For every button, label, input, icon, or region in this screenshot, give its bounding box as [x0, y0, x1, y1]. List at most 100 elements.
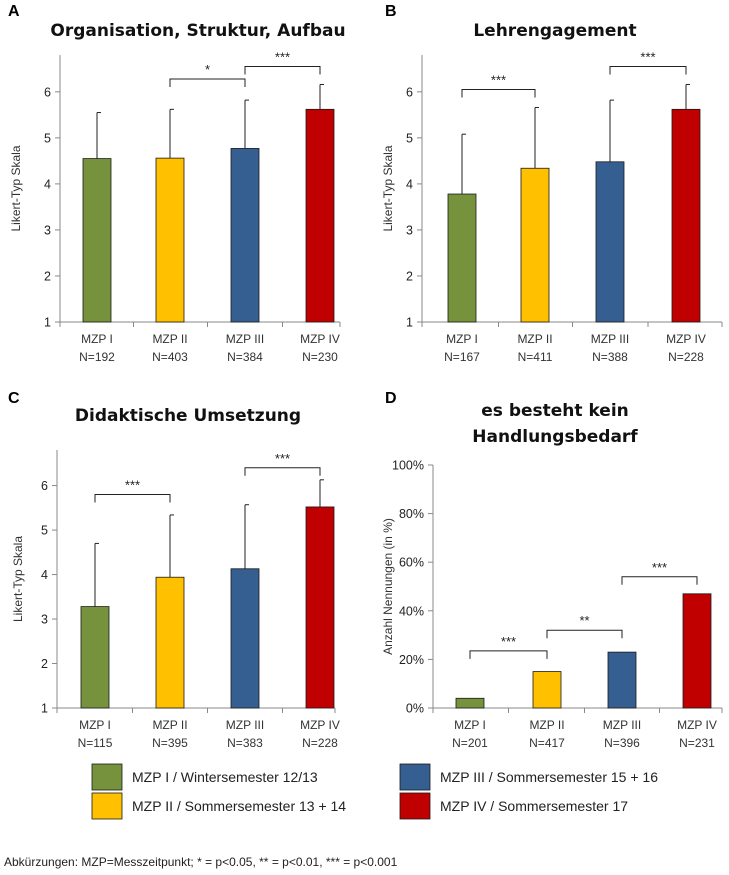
y-tick-label: 1 [44, 316, 51, 330]
bar [595, 161, 625, 323]
category-label: MZP IV [677, 718, 717, 732]
y-tick-label: 3 [44, 223, 51, 237]
n-label: N=231 [679, 736, 715, 750]
bar [155, 157, 185, 323]
bar [82, 158, 112, 323]
significance-bracket [169, 78, 246, 87]
significance-label: *** [125, 477, 140, 492]
category-label: MZP II [517, 332, 552, 346]
y-axis-label: Anzahl Nennungen (in %) [381, 518, 395, 655]
category-label: MZP IV [666, 332, 706, 346]
category-label: MZP IV [300, 718, 340, 732]
y-axis-label: Likert-Typ Skala [9, 145, 23, 231]
n-label: N=403 [152, 350, 188, 364]
category-label: MZP III [591, 332, 629, 346]
y-tick-label: 1 [41, 702, 48, 716]
significance-bracket [244, 66, 321, 75]
significance-bracket [546, 629, 623, 639]
y-tick-label: 5 [406, 131, 413, 145]
n-label: N=192 [79, 350, 115, 364]
y-tick-label: 4 [41, 568, 48, 582]
bar [155, 576, 185, 709]
y-tick-label: 100% [392, 459, 424, 473]
category-label: MZP II [152, 718, 187, 732]
panel-b: B Lehrengagement 1 2 3 4 5 6 Likert-Typ Skala MZP… [381, 3, 723, 364]
panel-letter: C [8, 390, 20, 407]
significance-label: * [205, 62, 210, 77]
chart-title: Lehrengagement [473, 21, 636, 41]
legend: MZP I / Wintersemester 12/13 MZP II / Som… [91, 763, 658, 820]
y-tick-label: 60% [399, 556, 424, 570]
category-label: MZP I [446, 332, 478, 346]
significance-label: *** [275, 451, 290, 466]
significance-bracket [469, 650, 548, 659]
bar [230, 568, 260, 709]
y-tick-label: 2 [41, 657, 48, 671]
y-tick-label: 4 [406, 177, 413, 191]
category-label: MZP II [529, 718, 564, 732]
bar [671, 108, 701, 323]
y-tick-label: 0% [406, 702, 424, 716]
bar [520, 167, 550, 323]
y-axis-label: Likert-Typ Skala [11, 536, 25, 622]
y-tick-label: 6 [44, 85, 51, 99]
n-label: N=228 [302, 736, 338, 750]
y-axis-label: Likert-Typ Skala [381, 145, 395, 231]
bar [682, 593, 712, 709]
bar [607, 651, 637, 709]
n-label: N=383 [227, 736, 263, 750]
y-tick-label: 5 [41, 524, 48, 538]
n-label: N=388 [592, 350, 628, 364]
y-tick-label: 5 [44, 131, 51, 145]
n-label: N=230 [302, 350, 338, 364]
y-tick-label: 6 [406, 85, 413, 99]
category-label: MZP I [81, 332, 113, 346]
category-label: MZP III [603, 718, 641, 732]
category-label: MZP IV [300, 332, 340, 346]
panel-a: A Organisation, Struktur, Aufbau 1 2 3 4 5 6 Lik… [8, 3, 346, 364]
significance-label: ** [579, 613, 589, 628]
figure-canvas: A Organisation, Struktur, Aufbau 1 2 3 4 5 6 Lik… [8, 3, 723, 820]
n-label: N=396 [604, 736, 640, 750]
n-label: N=167 [444, 350, 480, 364]
abbreviation-footnote: Abkürzungen: MZP=Messzeitpunkt; * = p<0.… [4, 855, 398, 869]
y-tick-label: 2 [44, 269, 51, 283]
n-label: N=115 [78, 736, 113, 750]
n-label: N=395 [152, 736, 188, 750]
panel-letter: A [8, 3, 20, 20]
bar [230, 148, 260, 323]
y-tick-label: 40% [399, 604, 424, 618]
y-tick-label: 2 [406, 269, 413, 283]
chart-title: Didaktische Umsetzung [75, 406, 301, 426]
significance-label: *** [491, 73, 506, 88]
bar [455, 697, 485, 709]
significance-label: *** [501, 634, 516, 649]
legend-swatch [399, 792, 431, 820]
y-tick-label: 3 [41, 613, 48, 627]
panel-letter: D [385, 390, 397, 407]
category-label: MZP III [226, 332, 264, 346]
n-label: N=384 [227, 350, 263, 364]
significance-bracket [244, 467, 321, 476]
chart-title: es besteht kein [481, 401, 629, 421]
y-tick-label: 6 [41, 479, 48, 493]
significance-bracket [621, 576, 698, 585]
legend-label: MZP IV / Sommersemester 17 [440, 798, 628, 814]
bar [447, 193, 477, 323]
n-label: N=411 [518, 350, 553, 364]
significance-label: *** [652, 560, 667, 575]
chart-title: Handlungsbedarf [472, 427, 638, 447]
bar [305, 506, 335, 709]
category-label: MZP III [226, 718, 264, 732]
bar [532, 671, 562, 709]
significance-label: *** [640, 50, 655, 65]
n-label: N=201 [452, 736, 488, 750]
bar [305, 108, 335, 323]
significance-bracket [461, 89, 536, 98]
panel-d: Des besteht kein Handlungsbedarf 0% 20% 40% 6… [381, 390, 723, 750]
y-tick-label: 3 [406, 223, 413, 237]
n-label: N=417 [529, 736, 565, 750]
panel-c: C Didaktische Umsetzung 1 2 3 4 5 6 Likert-Typ S… [8, 390, 340, 750]
panel-letter: B [385, 3, 397, 20]
y-tick-label: 20% [399, 653, 424, 667]
